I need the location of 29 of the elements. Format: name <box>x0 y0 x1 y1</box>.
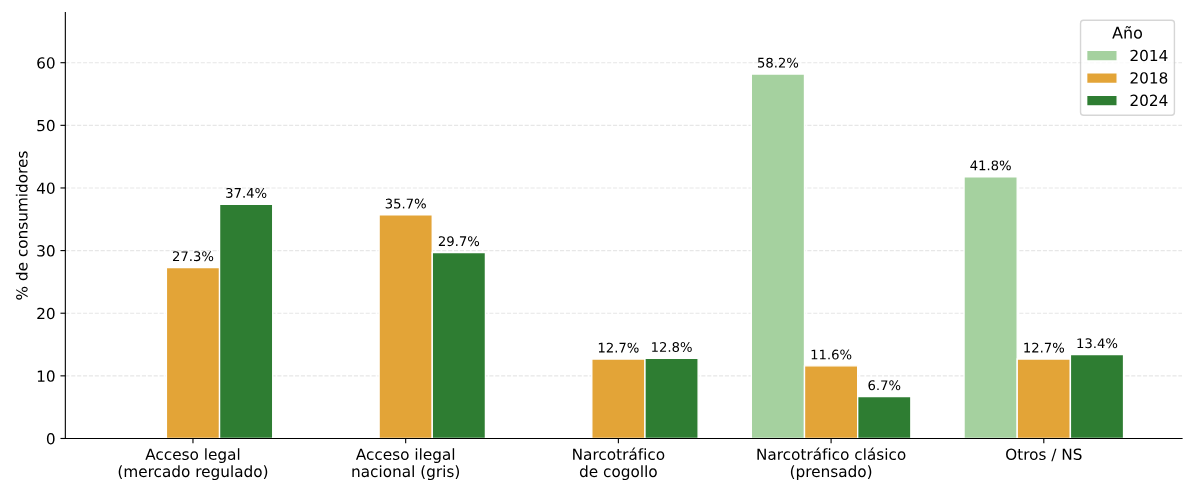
data-label: 12.7% <box>1024 342 1065 353</box>
x-tick-label: Acceso legal (mercado regulado) <box>118 448 268 481</box>
data-label: 12.7% <box>598 342 639 353</box>
x-tick-label: Narcotráfico de cogollo <box>573 447 665 481</box>
data-label: 58.2% <box>757 57 799 68</box>
y-tick-label: 0 <box>46 432 55 445</box>
data-label: 37.4% <box>226 187 267 198</box>
legend-label: 2018 <box>1130 72 1168 84</box>
data-label: 35.7% <box>385 198 426 209</box>
legend-label: 2024 <box>1130 94 1168 107</box>
x-tick-label: Otros / NS <box>1006 448 1082 462</box>
x-tick-label: Narcotráfico clásico (prensado) <box>757 447 906 481</box>
y-tick-label: 10 <box>37 370 55 382</box>
y-tick-label: 50 <box>37 119 55 132</box>
data-label: 41.8% <box>970 160 1011 171</box>
y-tick-label: 40 <box>36 182 55 194</box>
y-tick-label: 30 <box>37 245 55 257</box>
y-tick-label: 60 <box>37 57 55 69</box>
y-tick-label: 20 <box>37 307 55 320</box>
x-tick-label: Acceso ilegal nacional (gris) <box>352 448 459 481</box>
data-label: 27.3% <box>172 251 214 262</box>
data-label: 11.6% <box>811 349 852 360</box>
data-label: 6.7% <box>868 380 901 391</box>
legend-title: Año <box>1112 26 1143 39</box>
y-axis-title: % de consumidores <box>15 151 28 300</box>
data-label: 13.4% <box>1077 338 1118 349</box>
data-label: 12.8% <box>652 342 692 352</box>
legend-label: 2014 <box>1130 49 1168 62</box>
data-label: 29.7% <box>438 236 480 247</box>
